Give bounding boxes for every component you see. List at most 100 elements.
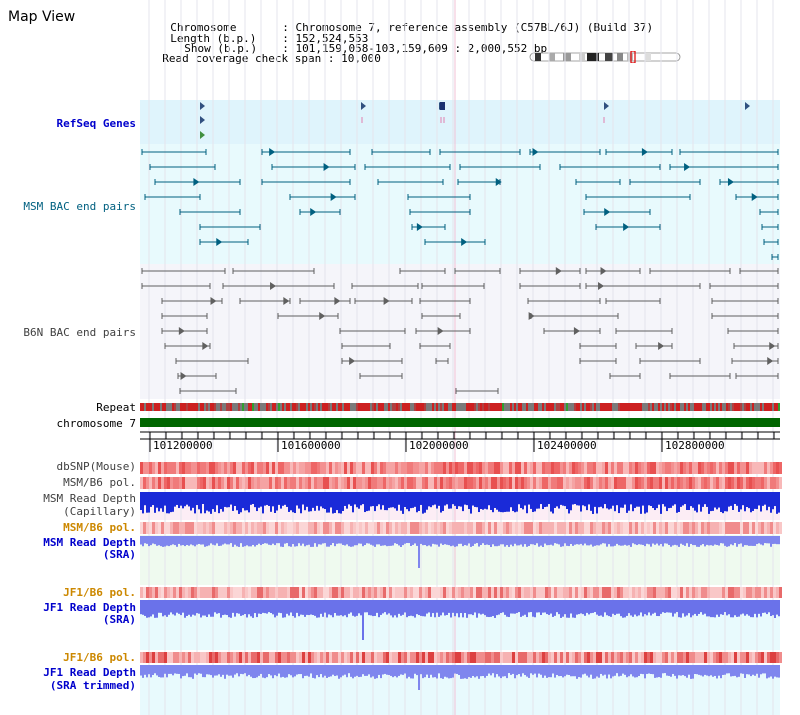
msm-b6-pol-bin [458, 477, 461, 489]
repeat-segment [566, 403, 568, 411]
jf1-b6-pol2-bin [701, 652, 704, 663]
msm-b6-pol-bin [374, 477, 377, 489]
repeat-segment [408, 403, 410, 411]
msm-cap-depth-bin [702, 492, 704, 507]
jf1-sra-depth-bin [398, 600, 400, 614]
jf1-sra-depth-bin [712, 600, 714, 618]
jf1-b6-pol-bin [557, 587, 560, 598]
repeat-segment [308, 403, 310, 411]
dbsnp-bin [494, 462, 497, 474]
repeat-segment [248, 403, 250, 411]
jf1-trim-depth-bin [730, 665, 732, 677]
msm-sra-depth-bin [580, 536, 582, 544]
msm-b6-pol2-bin [599, 522, 602, 534]
dbsnp-bin [350, 462, 353, 474]
msm-cap-depth-bin [628, 492, 630, 511]
msm-cap-depth-bin [632, 492, 634, 512]
jf1-b6-pol2-bin [494, 652, 497, 663]
jf1-sra-depth-bin [186, 600, 188, 616]
jf1-sra-depth-bin [188, 600, 190, 615]
jf1-trim-depth-bin [498, 665, 500, 677]
b6n-bac-pair-marker [270, 282, 277, 290]
msm-b6-pol-bin [719, 477, 722, 489]
msm-cap-depth-bin [472, 492, 474, 506]
msm-cap-depth-bin [446, 492, 448, 505]
repeat-segment [542, 403, 544, 411]
jf1-b6-pol-bin [407, 587, 410, 598]
track-label-repeat: Repeat [96, 401, 136, 414]
msm-cap-depth-bin [740, 492, 742, 510]
jf1-b6-pol-bin [590, 587, 593, 598]
jf1-b6-pol2-bin [377, 652, 380, 663]
msm-b6-pol-bin [332, 477, 335, 489]
jf1-b6-pol2-bin [554, 652, 557, 663]
msm-b6-pol2-bin [353, 522, 356, 534]
jf1-trim-depth-bin [232, 665, 234, 678]
jf1-b6-pol-bin [740, 587, 743, 598]
msm-sra-depth-bin [342, 536, 344, 545]
msm-cap-depth-bin [376, 492, 378, 507]
msm-b6-pol2-bin [515, 522, 518, 534]
msm-cap-depth-bin [342, 492, 344, 511]
jf1-sra-depth-bin [612, 600, 614, 614]
msm-b6-pol2-bin [443, 522, 446, 534]
jf1-b6-pol2-bin [218, 652, 221, 663]
b6n-bac-pair-marker [210, 297, 217, 305]
msm-b6-pol-bin [398, 477, 401, 489]
jf1-b6-pol2-bin [326, 652, 329, 663]
msm-sra-depth-bin [278, 536, 280, 544]
jf1-trim-depth-bin [518, 665, 520, 675]
jf1-sra-depth-bin [550, 600, 552, 614]
dbsnp-bin [410, 462, 413, 474]
jf1-b6-pol-bin [239, 587, 242, 598]
repeat-segment [564, 403, 566, 411]
msm-cap-depth-bin [270, 492, 272, 512]
track-label-b6n-bac[interactable]: B6N BAC end pairs [23, 326, 136, 339]
msm-sra-depth-bin [224, 536, 226, 544]
msm-sra-depth-bin [664, 536, 666, 544]
jf1-b6-pol2-bin [437, 652, 440, 663]
chromosome-ideogram[interactable] [527, 51, 682, 63]
repeat-segment [482, 403, 484, 411]
jf1-trim-depth-bin [310, 665, 312, 674]
msm-sra-depth-bin [526, 536, 528, 547]
jf1-sra-depth-bin [260, 600, 262, 615]
dbsnp-bin [560, 462, 563, 474]
msm-b6-pol-bin [302, 477, 305, 489]
msm-sra-depth-bin [280, 536, 282, 547]
repeat-segment [196, 403, 198, 411]
msm-b6-pol-bin [437, 477, 440, 489]
jf1-sra-bg [140, 600, 780, 650]
repeat-segment [410, 403, 412, 411]
jf1-sra-depth-bin [776, 600, 778, 615]
dbsnp-bin [641, 462, 644, 474]
jf1-b6-pol-bin [197, 587, 200, 598]
jf1-b6-pol-bin [572, 587, 575, 598]
msm-sra-depth-bin [354, 536, 356, 546]
jf1-sra-depth-bin [728, 600, 730, 615]
repeat-segment [420, 403, 422, 411]
track-label-msm-bac[interactable]: MSM BAC end pairs [23, 200, 136, 213]
msm-b6-pol2-bin [455, 522, 458, 534]
jf1-sra-depth-bin [658, 600, 660, 617]
jf1-b6-pol-bin [518, 587, 521, 598]
msm-sra-depth-bin [446, 536, 448, 545]
msm-sra-depth-bin [420, 536, 422, 544]
jf1-b6-pol-bin [437, 587, 440, 598]
msm-b6-pol-bin [680, 477, 683, 489]
msm-sra-depth-bin [658, 536, 660, 546]
jf1-sra-depth-bin [772, 600, 774, 616]
jf1-trim-depth-bin [140, 665, 142, 676]
jf1-b6-pol-bin [479, 587, 482, 598]
dbsnp-bin [473, 462, 476, 474]
repeat-segment [226, 403, 228, 411]
repeat-segment [160, 403, 162, 411]
msm-b6-pol-bin [467, 477, 470, 489]
msm-b6-pol2-bin [206, 522, 209, 534]
repeat-segment [562, 403, 564, 411]
track-label-refseq[interactable]: RefSeq Genes [56, 117, 136, 130]
msm-cap-depth-bin [262, 492, 264, 514]
jf1-sra-depth-bin [262, 600, 264, 613]
repeat-segment [430, 403, 432, 411]
msm-b6-pol2-bin [740, 522, 743, 534]
